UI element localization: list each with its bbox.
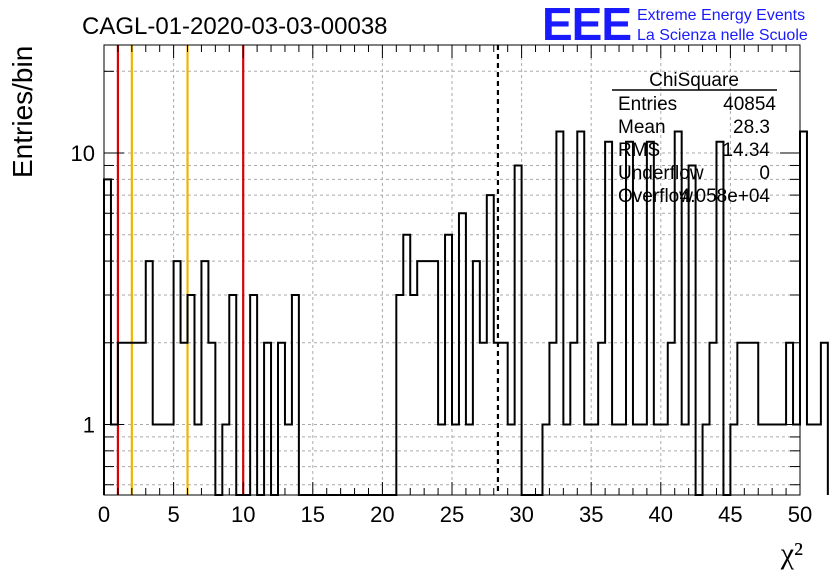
stats-mean-value: 28.3 (733, 117, 770, 138)
logo-line1: Extreme Energy Events (637, 7, 805, 24)
axis-ticks (103, 45, 801, 495)
stats-entries-value: 40854 (723, 94, 776, 115)
x-tick-label: 30 (509, 502, 533, 527)
x-tick-label: 40 (649, 502, 673, 527)
logo-line2: La Scienza nelle Scuole (637, 27, 808, 44)
x-tick-label: 20 (370, 502, 394, 527)
x-axis-label: χ² (780, 537, 803, 570)
stats-entries-label: Entries (618, 94, 677, 115)
stats-rms-value: 14.34 (722, 140, 770, 161)
x-tick-label: 45 (718, 502, 742, 527)
eee-logo: EEE Extreme Energy Events La Scienza nel… (542, 0, 808, 50)
x-tick-label: 25 (440, 502, 464, 527)
y-tick-label: 1 (83, 413, 95, 438)
stats-rms-label: RMS (618, 140, 660, 161)
chart-title: CAGL-01-2020-03-03-00038 (82, 13, 388, 40)
x-tick-label: 5 (167, 502, 179, 527)
x-tick-label: 0 (98, 502, 110, 527)
logo-mark: EEE (542, 0, 631, 50)
stats-name: ChiSquare (649, 70, 739, 91)
x-tick-label: 15 (301, 502, 325, 527)
reference-lines (116, 45, 500, 495)
x-tick-label: 10 (231, 502, 255, 527)
stats-box: ChiSquare Entries 40854 Mean 28.3 RMS 14… (612, 70, 777, 207)
stats-underflow-label: Underflow (618, 163, 704, 184)
x-tick-label: 50 (788, 502, 812, 527)
histogram-series (103, 130, 829, 496)
y-axis-label: Entries/bin (7, 46, 38, 178)
stats-underflow-value: 0 (759, 163, 770, 184)
x-tick-label: 35 (579, 502, 603, 527)
y-tick-label: 10 (71, 141, 95, 166)
stats-overflow-value: 4.058e+04 (680, 186, 771, 207)
axis-tick-labels: 0 5 10 15 20 25 30 35 40 45 50 1 10 (71, 141, 813, 527)
stats-overflow-label: Overflow (618, 186, 693, 207)
stats-mean-label: Mean (618, 117, 666, 138)
